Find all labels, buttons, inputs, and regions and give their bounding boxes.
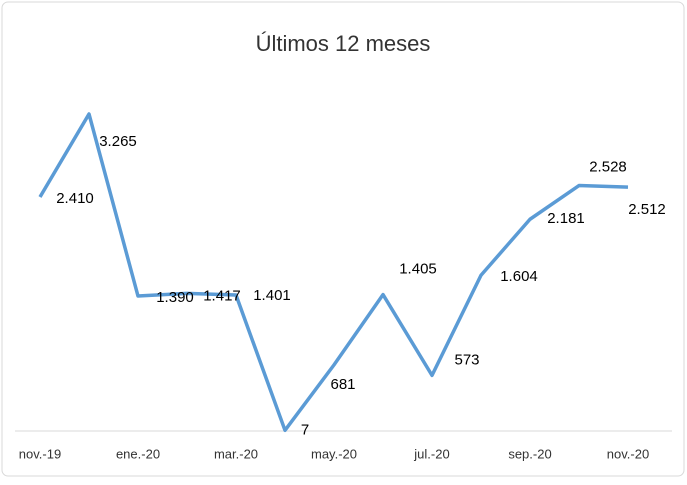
data-label: 2.512 bbox=[628, 201, 666, 218]
data-label: 2.410 bbox=[56, 190, 94, 207]
data-label: 3.265 bbox=[99, 133, 137, 150]
x-tick-label: jul.-20 bbox=[413, 446, 449, 461]
data-label: 1.417 bbox=[203, 287, 241, 304]
data-label: 573 bbox=[454, 351, 479, 368]
x-tick-label: mar.-20 bbox=[214, 446, 258, 461]
data-label: 1.405 bbox=[399, 261, 437, 278]
x-tick-label: ene.-20 bbox=[116, 446, 160, 461]
x-tick-label: may.-20 bbox=[311, 446, 357, 461]
chart-title: Últimos 12 meses bbox=[256, 31, 431, 56]
data-label: 2.528 bbox=[589, 159, 627, 176]
data-label: 1.604 bbox=[500, 268, 538, 285]
data-line bbox=[38, 112, 629, 433]
data-label: 2.181 bbox=[547, 210, 585, 227]
data-label: 1.390 bbox=[156, 289, 194, 306]
x-tick-label: sep.-20 bbox=[508, 446, 551, 461]
x-tick-label: nov.-20 bbox=[607, 446, 649, 461]
chart-frame bbox=[1, 1, 685, 477]
data-label: 681 bbox=[330, 376, 355, 393]
data-label: 1.401 bbox=[253, 287, 291, 304]
data-label: 7 bbox=[301, 421, 309, 438]
x-tick-label: nov.-19 bbox=[19, 446, 61, 461]
